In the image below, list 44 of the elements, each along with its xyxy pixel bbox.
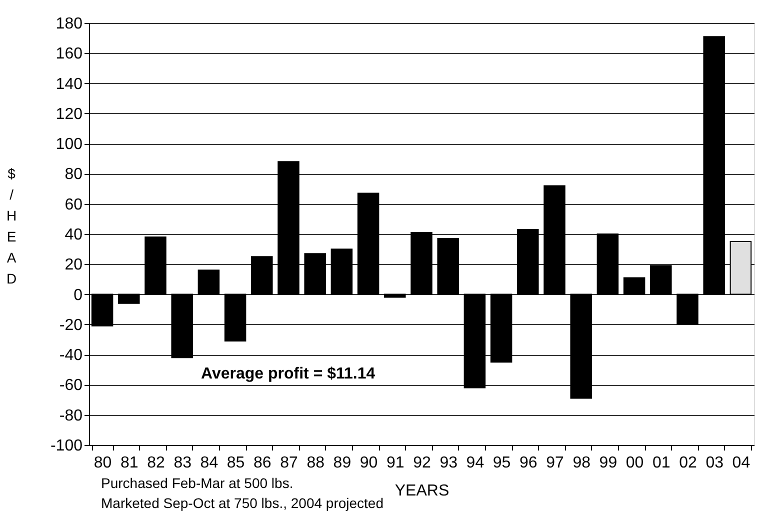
y-tick-label: 160 bbox=[56, 46, 83, 63]
y-tick-label: -80 bbox=[59, 407, 83, 424]
text: Purchased Feb-Mar at 500 lbs. Marketed Sep-Oct at 750 lbs., 2004 projected bbox=[101, 475, 384, 511]
x-tick-label: 92 bbox=[413, 454, 431, 472]
y-tick-label: 140 bbox=[56, 76, 83, 93]
x-tick-label: 84 bbox=[200, 454, 218, 472]
x-tick-label: 88 bbox=[306, 454, 325, 472]
x-tick-label: 80 bbox=[94, 454, 112, 472]
x-tick-label: 82 bbox=[147, 454, 165, 472]
x-tick-label: 91 bbox=[386, 454, 404, 472]
y-tick-label: -100 bbox=[50, 438, 83, 454]
x-tick-label: 93 bbox=[440, 454, 458, 472]
x-tick-label: 87 bbox=[280, 454, 298, 472]
x-tick-label: 95 bbox=[492, 454, 511, 472]
x-tick-label: 01 bbox=[652, 454, 670, 472]
x-tick-label: 85 bbox=[226, 454, 245, 472]
x-tick-label: 89 bbox=[333, 454, 352, 472]
y-tick-label: 40 bbox=[64, 226, 83, 244]
x-tick-label: 00 bbox=[626, 454, 644, 472]
y-tick-label: 0 bbox=[74, 286, 83, 304]
y-tick-label: 180 bbox=[56, 16, 83, 32]
y-tick-label: 20 bbox=[64, 256, 83, 274]
x-tick-label: 96 bbox=[520, 454, 538, 472]
x-tick-label: 02 bbox=[679, 454, 697, 472]
y-tick-label: 80 bbox=[64, 166, 83, 184]
y-tick-label: 60 bbox=[64, 196, 83, 214]
y-tick-label: -40 bbox=[59, 347, 83, 364]
x-tick-label: 98 bbox=[572, 454, 591, 472]
x-axis-title: YEARS bbox=[394, 482, 450, 500]
x-tick-label: 81 bbox=[120, 454, 138, 472]
x-tick-label: 04 bbox=[732, 454, 750, 472]
x-tick-label: 97 bbox=[546, 454, 564, 472]
y-tick-label: 100 bbox=[56, 136, 83, 154]
y-tick-label: -60 bbox=[59, 377, 83, 394]
x-tick-label: 83 bbox=[174, 454, 192, 472]
y-tick-label: 120 bbox=[56, 106, 83, 123]
x-tick-label: 99 bbox=[599, 454, 618, 472]
x-tick-label: 90 bbox=[360, 454, 378, 472]
x-tick-label: 86 bbox=[254, 454, 272, 472]
y-axis-title: $/HEAD bbox=[6, 166, 17, 286]
y-tick-label: -20 bbox=[59, 316, 83, 334]
x-tick-label: 94 bbox=[466, 454, 484, 472]
annotation: Average profit = $11.14 bbox=[201, 365, 376, 382]
x-tick-label: 03 bbox=[706, 454, 724, 472]
